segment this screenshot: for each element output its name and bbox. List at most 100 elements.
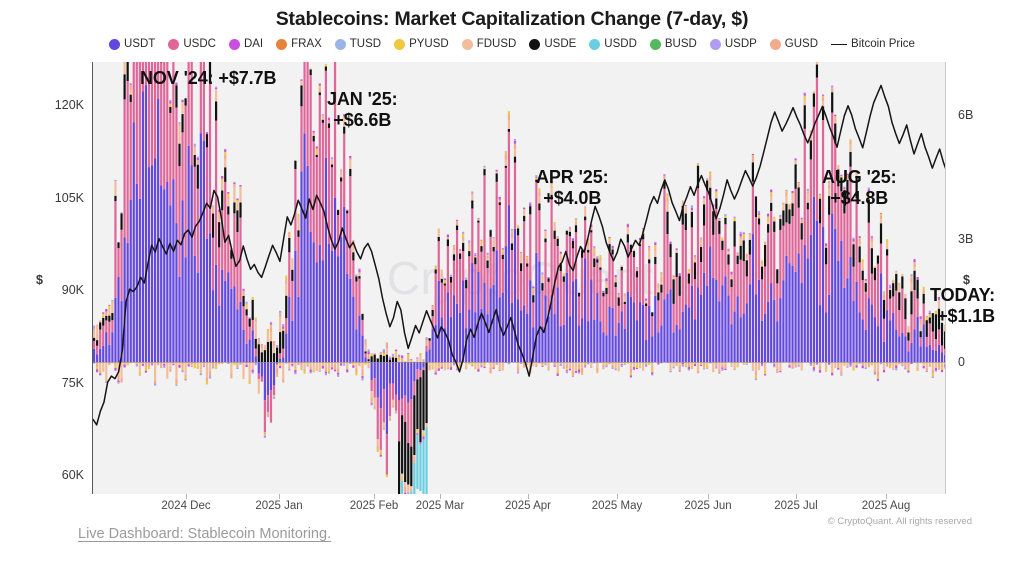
bar-segment-gusd — [123, 362, 126, 364]
bar-segment-usdp — [285, 362, 288, 364]
bar-segment-usdc — [940, 345, 944, 353]
bar-segment-usdp — [211, 366, 215, 369]
legend-item-busd[interactable]: BUSD — [649, 38, 697, 50]
bar-segment-dai — [434, 372, 437, 375]
bar-segment-pyusd — [343, 116, 346, 119]
legend-item-frax[interactable]: FRAX — [276, 38, 322, 50]
annotation-apr25: APR '25: +$4.0B — [536, 167, 609, 208]
bar-segment-usdp — [770, 362, 773, 364]
bar-segment-fdusd — [483, 167, 486, 170]
bar-segment-usde — [587, 249, 590, 253]
bar-segment-usdt — [215, 264, 218, 363]
bar-segment-fdusd — [617, 362, 620, 370]
bar-segment-gusd — [882, 294, 886, 300]
bar-segment-fdusd — [831, 362, 834, 372]
bar-segment-gusd — [861, 362, 864, 366]
bar-segment-pyusd — [251, 296, 254, 299]
legend-item-fdusd[interactable]: FDUSD — [461, 38, 516, 50]
bar-segment-usdp — [257, 338, 260, 340]
bar-segment-pyusd — [355, 372, 358, 376]
bar-segment-usdp — [343, 364, 346, 366]
bar-segment-pyusd — [693, 362, 697, 364]
bar-segment-dai — [422, 436, 425, 439]
bar-segment-usde — [224, 167, 227, 182]
legend-item-pyusd[interactable]: PYUSD — [394, 38, 449, 50]
legend-item-bitcoin-price[interactable]: Bitcoin Price — [831, 38, 915, 50]
bar-segment-dai — [315, 146, 318, 149]
bar-segment-gusd — [507, 114, 510, 121]
bar-segment-gusd — [358, 362, 361, 366]
bar-segment-fdusd — [489, 362, 492, 368]
bar-segment-usde — [834, 123, 837, 144]
bar-segment-usdt — [105, 332, 108, 363]
bar-segment-gusd — [727, 250, 730, 253]
bar-segment-usdc — [907, 340, 910, 352]
bar-segment-pyusd — [504, 151, 507, 155]
bar-segment-dai — [882, 369, 886, 373]
live-dashboard-link[interactable]: Live Dashboard: Stablecoin Monitoring. — [78, 526, 332, 542]
bar-segment-usde — [327, 123, 331, 128]
bar-segment-usdp — [666, 193, 669, 195]
bar-segment-pyusd — [791, 193, 794, 195]
bar-segment-usdc — [202, 62, 205, 142]
bar-segment-usde — [943, 331, 945, 349]
bar-segment-pyusd — [434, 266, 437, 270]
bar-segment-usde — [684, 213, 687, 231]
bar-segment-dai — [632, 367, 636, 370]
bar-segment-usdc — [343, 133, 346, 207]
bar-segment-usdp — [382, 349, 385, 352]
bar-segment-usdt — [913, 329, 916, 363]
bar-segment-usde — [416, 379, 419, 430]
bar-segment-usdt — [437, 280, 440, 363]
bar-segment-usde — [745, 260, 748, 277]
legend-item-gusd[interactable]: GUSD — [769, 38, 818, 50]
legend-item-usdd[interactable]: USDD — [589, 38, 637, 50]
bar-segment-usdc — [327, 127, 331, 245]
y-axis-right: 0 3B 6B — [958, 0, 1024, 580]
bar-segment-gusd — [111, 362, 114, 364]
bar-segment-pyusd — [547, 368, 550, 370]
legend-item-usde[interactable]: USDE — [529, 38, 576, 50]
bar-segment-gusd — [535, 364, 538, 368]
color-swatch-icon — [334, 38, 346, 50]
bar-segment-fdusd — [425, 423, 428, 428]
bar-segment-dai — [693, 363, 697, 367]
bar-segment-usdp — [492, 237, 495, 239]
bar-segment-gusd — [596, 367, 599, 372]
bar-segment-pyusd — [745, 362, 748, 365]
legend-item-usdt[interactable]: USDT — [109, 38, 155, 50]
bar-segment-usde — [675, 252, 678, 277]
bar-segment-gusd — [416, 429, 419, 431]
bar-segment-usdp — [163, 365, 166, 368]
bar-segment-usdp — [513, 138, 517, 141]
bar-segment-usde — [922, 293, 925, 304]
bar-segment-pyusd — [227, 193, 230, 198]
legend-item-usdp[interactable]: USDP — [709, 38, 757, 50]
bar-segment-usdt — [767, 301, 770, 363]
bar-segment-pyusd — [581, 373, 584, 375]
bar-segment-usde — [419, 377, 422, 443]
bar-segment-usde — [361, 313, 364, 320]
legend-item-usdc[interactable]: USDC — [168, 38, 216, 50]
bar-segment-fdusd — [678, 362, 681, 366]
bar-segment-gusd — [931, 369, 934, 374]
bar-segment-fdusd — [269, 331, 273, 342]
bar-segment-usde — [550, 194, 553, 200]
bar-segment-usdt — [660, 325, 663, 363]
bar-segment-usdt — [904, 336, 907, 363]
bar-segment-usdp — [831, 85, 834, 88]
bar-segment-fdusd — [605, 284, 608, 288]
bar-segment-usdt — [452, 295, 456, 363]
bar-segment-pyusd — [840, 175, 843, 178]
bar-segment-dai — [724, 368, 727, 371]
bar-segment-usdc — [898, 310, 901, 337]
bar-segment-usdt — [477, 272, 480, 363]
bar-segment-usdt — [330, 250, 334, 363]
bar-segment-usdc — [855, 198, 858, 282]
bar-segment-usdp — [294, 372, 297, 375]
bar-segment-usdt — [922, 324, 925, 363]
legend-item-tusd[interactable]: TUSD — [334, 38, 381, 50]
bar-segment-usde — [632, 251, 636, 258]
bar-segment-dai — [937, 297, 941, 300]
legend-item-dai[interactable]: DAI — [228, 38, 263, 50]
